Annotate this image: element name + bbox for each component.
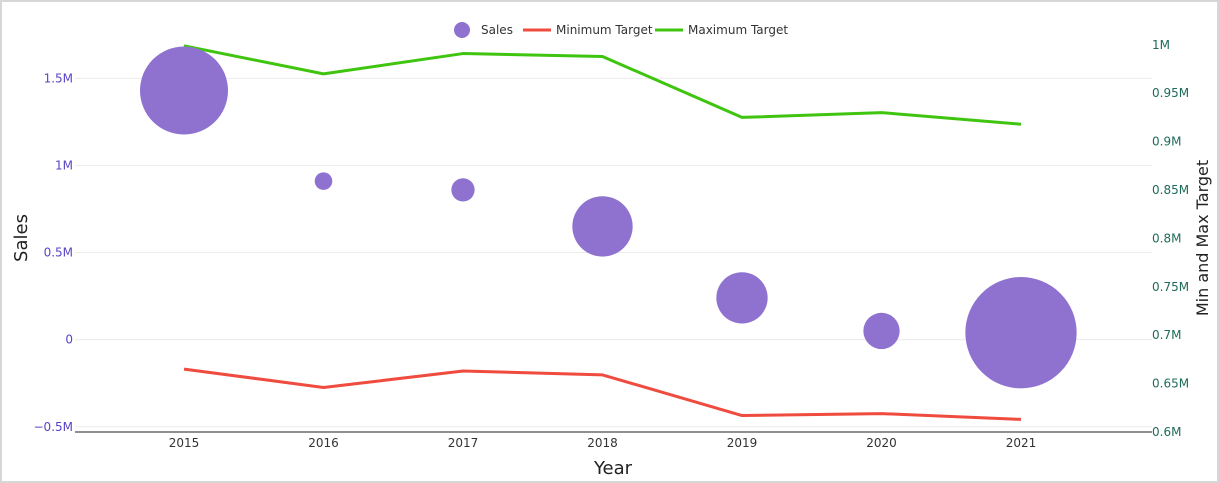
right-tick-label: 0.8M bbox=[1152, 231, 1181, 245]
legend-minimum-target-label: Minimum Target bbox=[556, 23, 653, 37]
right-tick-label: 0.75M bbox=[1152, 280, 1189, 294]
legend: Sales Minimum Target Maximum Target bbox=[454, 22, 788, 38]
sales-bubble[interactable] bbox=[451, 178, 475, 202]
minimum-target-series bbox=[183, 367, 1022, 421]
left-tick-label: 1M bbox=[55, 158, 73, 172]
right-tick-label: 0.7M bbox=[1152, 328, 1181, 342]
right-tick-label: 0.6M bbox=[1152, 425, 1181, 439]
left-axis-title: Sales bbox=[11, 214, 32, 262]
left-tick-label: 1.5M bbox=[44, 71, 73, 85]
sales-bubble[interactable] bbox=[572, 196, 633, 257]
sales-series bbox=[140, 46, 1077, 389]
left-tick-label: −0.5M bbox=[34, 420, 74, 434]
right-tick-label: 0.85M bbox=[1152, 183, 1189, 197]
sales-bubble[interactable] bbox=[716, 272, 768, 324]
x-tick-label: 2019 bbox=[727, 436, 758, 450]
legend-item-sales[interactable]: Sales bbox=[454, 22, 513, 38]
right-axis-ticks: 1M 0.95M 0.9M 0.85M 0.8M 0.75M 0.7M 0.65M 0.6M bbox=[1152, 38, 1189, 439]
right-axis-title: Min and Max Target bbox=[1193, 160, 1212, 316]
x-axis-ticks: 2015 2016 2017 2018 2019 2020 2021 bbox=[169, 436, 1037, 450]
legend-sales-marker bbox=[454, 22, 470, 38]
right-tick-label: 0.9M bbox=[1152, 135, 1181, 149]
right-tick-label: 0.95M bbox=[1152, 86, 1189, 100]
sales-bubble[interactable] bbox=[863, 312, 900, 350]
x-tick-label: 2021 bbox=[1006, 436, 1037, 450]
maximum-target-line[interactable] bbox=[183, 44, 1022, 126]
sales-bubble[interactable] bbox=[965, 277, 1077, 389]
legend-maximum-target-label: Maximum Target bbox=[688, 23, 788, 37]
x-tick-label: 2015 bbox=[169, 436, 200, 450]
x-axis-title: Year bbox=[593, 458, 633, 479]
left-tick-label: 0.5M bbox=[44, 246, 73, 260]
maximum-target-series bbox=[183, 44, 1022, 126]
gridlines bbox=[75, 77, 1152, 428]
legend-item-minimum-target[interactable]: Minimum Target bbox=[523, 23, 653, 37]
sales-bubble[interactable] bbox=[314, 172, 333, 190]
x-tick-label: 2016 bbox=[308, 436, 339, 450]
x-tick-label: 2020 bbox=[866, 436, 897, 450]
left-axis-ticks: 1.5M 1M 0.5M 0 −0.5M bbox=[34, 71, 74, 433]
legend-item-maximum-target[interactable]: Maximum Target bbox=[655, 23, 788, 37]
legend-sales-label: Sales bbox=[481, 23, 513, 37]
x-tick-label: 2018 bbox=[587, 436, 618, 450]
sales-bubble[interactable] bbox=[140, 46, 228, 135]
right-tick-label: 1M bbox=[1152, 38, 1170, 52]
minimum-target-line[interactable] bbox=[183, 367, 1022, 421]
x-tick-label: 2017 bbox=[448, 436, 479, 450]
left-tick-label: 0 bbox=[65, 333, 73, 347]
right-tick-label: 0.65M bbox=[1152, 377, 1189, 391]
